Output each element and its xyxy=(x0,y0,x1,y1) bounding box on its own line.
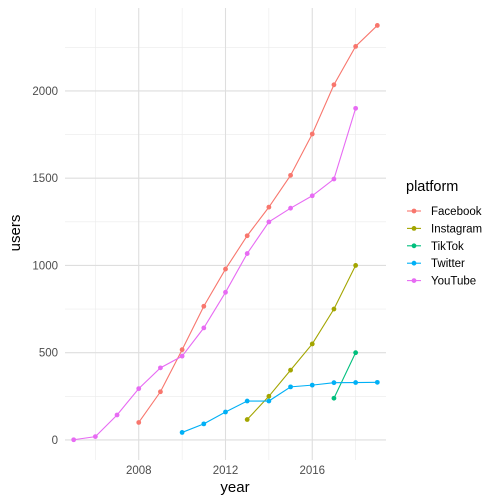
data-point-youtube xyxy=(136,386,142,392)
data-point-youtube xyxy=(244,251,250,256)
legend-key-point xyxy=(411,278,417,283)
series-youtube xyxy=(71,105,359,443)
y-axis-title: users xyxy=(7,215,24,252)
y-tick-labels: 0 500 1000 1500 2000 xyxy=(32,86,58,447)
x-tick-labels: 2008 2012 2016 xyxy=(126,465,325,477)
legend-item-youtube: YouTube xyxy=(407,276,476,288)
legend-key-point xyxy=(411,226,417,231)
series-facebook xyxy=(136,23,380,425)
legend-label: Twitter xyxy=(431,258,465,270)
data-point-instagram xyxy=(353,263,359,268)
y-tick-label: 1000 xyxy=(32,260,58,272)
data-point-instagram xyxy=(244,417,250,422)
data-point-twitter xyxy=(244,398,250,404)
data-point-facebook xyxy=(201,303,207,309)
legend-key-point xyxy=(411,260,417,266)
x-axis-title: year xyxy=(220,479,249,496)
legend-key-point xyxy=(411,208,417,214)
series-line-tiktok xyxy=(333,352,357,399)
data-point-facebook xyxy=(374,23,380,28)
data-point-facebook xyxy=(136,420,142,425)
data-point-facebook xyxy=(179,347,185,353)
data-point-facebook xyxy=(266,204,272,210)
data-point-instagram xyxy=(266,393,272,399)
y-tick-label: 1500 xyxy=(32,173,58,185)
data-point-tiktok xyxy=(353,350,359,356)
data-point-facebook xyxy=(223,266,228,272)
data-point-instagram xyxy=(331,306,337,312)
data-point-twitter xyxy=(309,382,315,388)
legend-item-instagram: Instagram xyxy=(407,223,482,235)
data-point-twitter xyxy=(223,409,228,415)
data-point-instagram xyxy=(288,367,293,373)
series-layer xyxy=(71,23,380,443)
data-point-facebook xyxy=(309,131,315,137)
data-point-youtube xyxy=(158,365,163,371)
data-point-twitter xyxy=(331,380,337,386)
x-tick-label: 2012 xyxy=(213,465,239,477)
legend-label: TikTok xyxy=(431,241,464,253)
data-point-facebook xyxy=(158,389,163,395)
data-point-youtube xyxy=(266,219,272,225)
major-gridlines xyxy=(65,8,386,460)
y-tick-label: 2000 xyxy=(32,86,58,98)
data-point-twitter xyxy=(266,398,272,404)
legend-label: Instagram xyxy=(431,223,482,235)
data-point-youtube xyxy=(71,437,77,443)
legend-item-facebook: Facebook xyxy=(407,206,482,218)
legend-item-twitter: Twitter xyxy=(407,258,465,270)
legend-key-point xyxy=(411,243,417,249)
data-point-youtube xyxy=(114,412,120,418)
series-twitter xyxy=(179,379,380,435)
data-point-facebook xyxy=(288,172,293,178)
series-instagram xyxy=(244,263,359,422)
data-point-youtube xyxy=(223,289,228,295)
legend-title: platform xyxy=(406,179,458,195)
data-point-youtube xyxy=(353,105,359,111)
data-point-twitter xyxy=(288,384,293,390)
series-line-twitter xyxy=(181,381,378,433)
data-point-youtube xyxy=(331,176,337,182)
data-point-youtube xyxy=(201,325,207,331)
series-line-facebook xyxy=(138,25,378,423)
data-point-facebook xyxy=(331,82,337,88)
y-tick-label: 0 xyxy=(52,435,58,447)
data-point-tiktok xyxy=(331,395,337,401)
legend-items: Facebook Instagram TikTok Twitter YouTube xyxy=(407,206,482,288)
data-point-youtube xyxy=(92,434,98,440)
data-point-youtube xyxy=(309,193,315,199)
data-point-twitter xyxy=(374,379,380,385)
x-tick-label: 2016 xyxy=(299,465,325,477)
data-point-facebook xyxy=(244,233,250,239)
data-point-facebook xyxy=(353,43,359,49)
data-point-twitter xyxy=(179,430,185,435)
data-point-instagram xyxy=(309,341,315,347)
data-point-twitter xyxy=(201,421,207,427)
data-point-youtube xyxy=(179,353,185,359)
x-tick-label: 2008 xyxy=(126,465,152,477)
series-line-instagram xyxy=(246,265,357,420)
legend-label: YouTube xyxy=(431,276,476,288)
legend-label: Facebook xyxy=(431,206,482,218)
y-tick-label: 500 xyxy=(39,348,58,360)
series-tiktok xyxy=(331,350,359,401)
series-line-youtube xyxy=(73,108,357,441)
data-point-twitter xyxy=(353,380,359,385)
legend: platform Facebook Instagram TikTok Twitter Y… xyxy=(406,179,482,288)
data-point-youtube xyxy=(288,205,293,211)
legend-item-tiktok: TikTok xyxy=(407,241,464,253)
